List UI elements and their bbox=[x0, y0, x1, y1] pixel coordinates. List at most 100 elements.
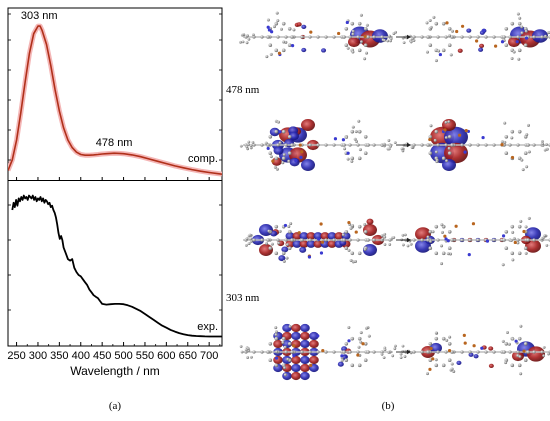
atom bbox=[468, 35, 472, 39]
atom bbox=[287, 341, 292, 346]
atom bbox=[266, 238, 270, 242]
atom bbox=[290, 35, 294, 39]
atom bbox=[342, 238, 346, 242]
atom bbox=[357, 345, 361, 349]
atom bbox=[354, 130, 358, 134]
heteroatom bbox=[463, 150, 467, 154]
atom bbox=[434, 59, 438, 63]
atom bbox=[409, 242, 413, 246]
orbital-lobe-negative bbox=[306, 240, 316, 248]
atom bbox=[510, 363, 515, 368]
atom bbox=[239, 144, 243, 148]
atom bbox=[532, 238, 536, 242]
atom bbox=[545, 143, 548, 146]
atom bbox=[344, 229, 349, 234]
heteroatom bbox=[309, 363, 313, 368]
atom bbox=[344, 43, 349, 48]
atom bbox=[240, 350, 244, 354]
side-label-lower: 303 nm bbox=[226, 292, 260, 304]
atom bbox=[532, 143, 536, 147]
atom bbox=[450, 350, 454, 354]
orbital-lobe-negative bbox=[289, 157, 300, 167]
x-tick-label-1: 300 bbox=[29, 350, 47, 362]
atom bbox=[380, 144, 384, 147]
atom bbox=[444, 35, 448, 39]
orbital-lobe-negative bbox=[301, 47, 307, 53]
atom bbox=[372, 350, 376, 354]
heteroatom bbox=[438, 52, 442, 57]
panel-label-b: (b) bbox=[382, 400, 395, 412]
x-tick-label-7: 600 bbox=[157, 350, 175, 362]
atom bbox=[435, 160, 439, 164]
atom bbox=[426, 238, 430, 242]
x-axis-ticks: 250 300 350 400 450 500 550 600 650 700 bbox=[7, 13, 222, 362]
atom bbox=[287, 43, 292, 48]
heteroatom bbox=[309, 30, 313, 34]
x-tick-label-8: 650 bbox=[179, 350, 197, 362]
peak-annotations: comp. 303 nm 478 nm exp. bbox=[21, 10, 218, 333]
atom bbox=[383, 243, 387, 246]
atom bbox=[241, 40, 245, 44]
atom bbox=[476, 35, 480, 39]
x-tick-label-5: 500 bbox=[114, 350, 132, 362]
orbital-lobe-positive bbox=[291, 355, 301, 365]
atom bbox=[252, 238, 256, 242]
x-tick-label-6: 550 bbox=[136, 350, 154, 362]
atom bbox=[249, 240, 253, 243]
heteroatom bbox=[316, 334, 320, 338]
atom bbox=[444, 120, 448, 124]
atom bbox=[520, 158, 524, 162]
orbital-lobe-positive bbox=[334, 232, 344, 240]
atom bbox=[324, 350, 328, 354]
orbital-lobe-positive bbox=[348, 36, 360, 48]
atom bbox=[503, 121, 507, 125]
atom bbox=[308, 350, 312, 354]
atom bbox=[517, 21, 522, 26]
atom bbox=[517, 48, 522, 53]
heteroatom bbox=[346, 151, 350, 155]
atom bbox=[276, 143, 280, 147]
atom bbox=[360, 40, 364, 44]
atom bbox=[452, 369, 456, 373]
atom bbox=[399, 352, 403, 356]
atom bbox=[270, 242, 274, 246]
atom bbox=[351, 29, 355, 33]
series-line-0-0 bbox=[8, 25, 222, 175]
atom bbox=[276, 238, 280, 242]
atom bbox=[444, 350, 448, 354]
atom bbox=[250, 355, 253, 359]
atom bbox=[445, 159, 449, 163]
atom bbox=[372, 238, 376, 242]
atom bbox=[399, 356, 403, 359]
atom bbox=[510, 57, 514, 61]
atom bbox=[387, 147, 391, 151]
atom bbox=[544, 34, 547, 38]
atom bbox=[383, 235, 387, 239]
atom bbox=[447, 26, 452, 31]
atom bbox=[429, 124, 433, 128]
heteroatom bbox=[480, 346, 484, 350]
atom bbox=[431, 230, 435, 234]
atom bbox=[316, 35, 320, 39]
heteroatom bbox=[443, 128, 447, 132]
atom bbox=[274, 333, 278, 337]
atom bbox=[426, 235, 430, 239]
atom bbox=[401, 344, 405, 348]
heteroatom bbox=[292, 354, 296, 358]
atom bbox=[516, 350, 520, 354]
heteroatom bbox=[292, 344, 296, 348]
atom bbox=[428, 341, 433, 346]
atom bbox=[541, 142, 544, 146]
atom bbox=[350, 156, 355, 161]
atom bbox=[476, 143, 480, 147]
molecule-atoms bbox=[400, 120, 550, 172]
orbital-lobe-negative bbox=[309, 331, 319, 341]
atom bbox=[277, 120, 281, 124]
atom bbox=[357, 129, 362, 134]
atom bbox=[436, 350, 440, 354]
atom bbox=[402, 41, 406, 45]
atom bbox=[249, 237, 253, 241]
orbital-lobe-negative bbox=[300, 339, 310, 349]
heteroatom bbox=[283, 223, 288, 228]
heteroatom bbox=[299, 155, 303, 159]
